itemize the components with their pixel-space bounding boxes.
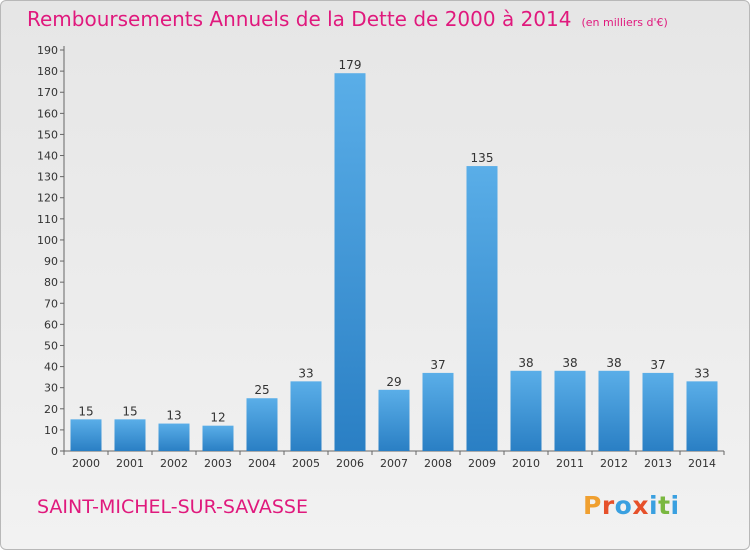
y-tick-label: 20 [44,403,58,416]
logo-letter: t [658,491,671,520]
data-label-2008: 37 [430,358,445,372]
bar-2005 [290,381,322,451]
y-tick-label: 190 [37,44,58,57]
data-label-2000: 15 [78,404,93,418]
x-tick-label: 2000 [72,457,100,470]
x-tick-label: 2004 [248,457,276,470]
bar-2013 [642,372,674,451]
data-label-2012: 38 [606,356,621,370]
logo-letter: P [583,491,602,520]
y-tick-label: 160 [37,107,58,120]
x-tick-label: 2013 [644,457,672,470]
data-label-2003: 12 [210,411,225,425]
x-tick-label: 2005 [292,457,320,470]
chart-title: Remboursements Annuels de la Dette de 20… [27,7,668,31]
title-unit: (en milliers d'€) [581,16,668,29]
y-tick-label: 60 [44,318,58,331]
bar-2006 [334,73,366,451]
bar-2012 [598,370,630,451]
bar-2010 [510,370,542,451]
bar-2008 [422,372,454,451]
x-tick-label: 2011 [556,457,584,470]
data-label-2004: 25 [254,383,269,397]
bar-2007 [378,389,410,451]
bar-2002 [158,423,190,451]
y-tick-label: 70 [44,297,58,310]
y-tick-label: 80 [44,276,58,289]
data-label-2002: 13 [166,409,181,423]
bar-2009 [466,166,498,451]
bar-2000 [70,419,102,451]
data-label-2011: 38 [562,356,577,370]
bar-2003 [202,425,234,451]
x-tick-label: 2014 [688,457,716,470]
y-tick-label: 90 [44,255,58,268]
data-label-2001: 15 [122,404,137,418]
y-tick-label: 140 [37,150,58,163]
x-tick-label: 2008 [424,457,452,470]
logo-letter: o [614,491,633,520]
x-tick-label: 2002 [160,457,188,470]
x-tick-label: 2001 [116,457,144,470]
bars: 15 15 13 12 25 33 179 29 37 135 38 38 38 37 33 [70,58,718,451]
logo-letter: r [601,491,615,520]
data-label-2006: 179 [339,58,362,72]
proxiti-logo: Proxiti [583,491,680,520]
bar-2014 [686,381,718,451]
y-tick-label: 130 [37,171,58,184]
data-label-2010: 38 [518,356,533,370]
town-name: SAINT-MICHEL-SUR-SAVASSE [37,496,308,518]
y-tick-label: 10 [44,424,58,437]
y-tick-label: 110 [37,213,58,226]
data-label-2013: 37 [650,358,665,372]
y-tick-label: 100 [37,234,58,247]
y-tick-label: 50 [44,339,58,352]
bar-2004 [246,398,278,451]
x-tick-label: 2009 [468,457,496,470]
x-tick-label: 2003 [204,457,232,470]
data-label-2007: 29 [386,375,401,389]
bar-2001 [114,419,146,451]
logo-letter: x [632,491,649,520]
logo-letter: i [649,491,659,520]
bar-2011 [554,370,586,451]
x-tick-label: 2007 [380,457,408,470]
y-tick-label: 0 [51,445,58,458]
title-text: Remboursements Annuels de la Dette de 20… [27,7,572,31]
x-tick-label: 2012 [600,457,628,470]
data-label-2014: 33 [694,366,709,380]
y-tick-label: 170 [37,86,58,99]
y-tick-label: 150 [37,128,58,141]
x-tick-label: 2006 [336,457,364,470]
data-label-2009: 135 [471,151,494,165]
y-tick-label: 180 [37,65,58,78]
y-axis: 0 10 20 30 40 50 60 70 80 90 100 110 120 130 140 150 160… [37,44,65,458]
y-tick-label: 40 [44,361,58,374]
logo-letter: i [670,491,680,520]
y-tick-label: 30 [44,382,58,395]
x-axis: 2000 2001 2002 2003 2004 2005 2006 2007 2008 2009… [63,450,725,470]
x-tick-label: 2010 [512,457,540,470]
y-tick-label: 120 [37,192,58,205]
data-label-2005: 33 [298,366,313,380]
